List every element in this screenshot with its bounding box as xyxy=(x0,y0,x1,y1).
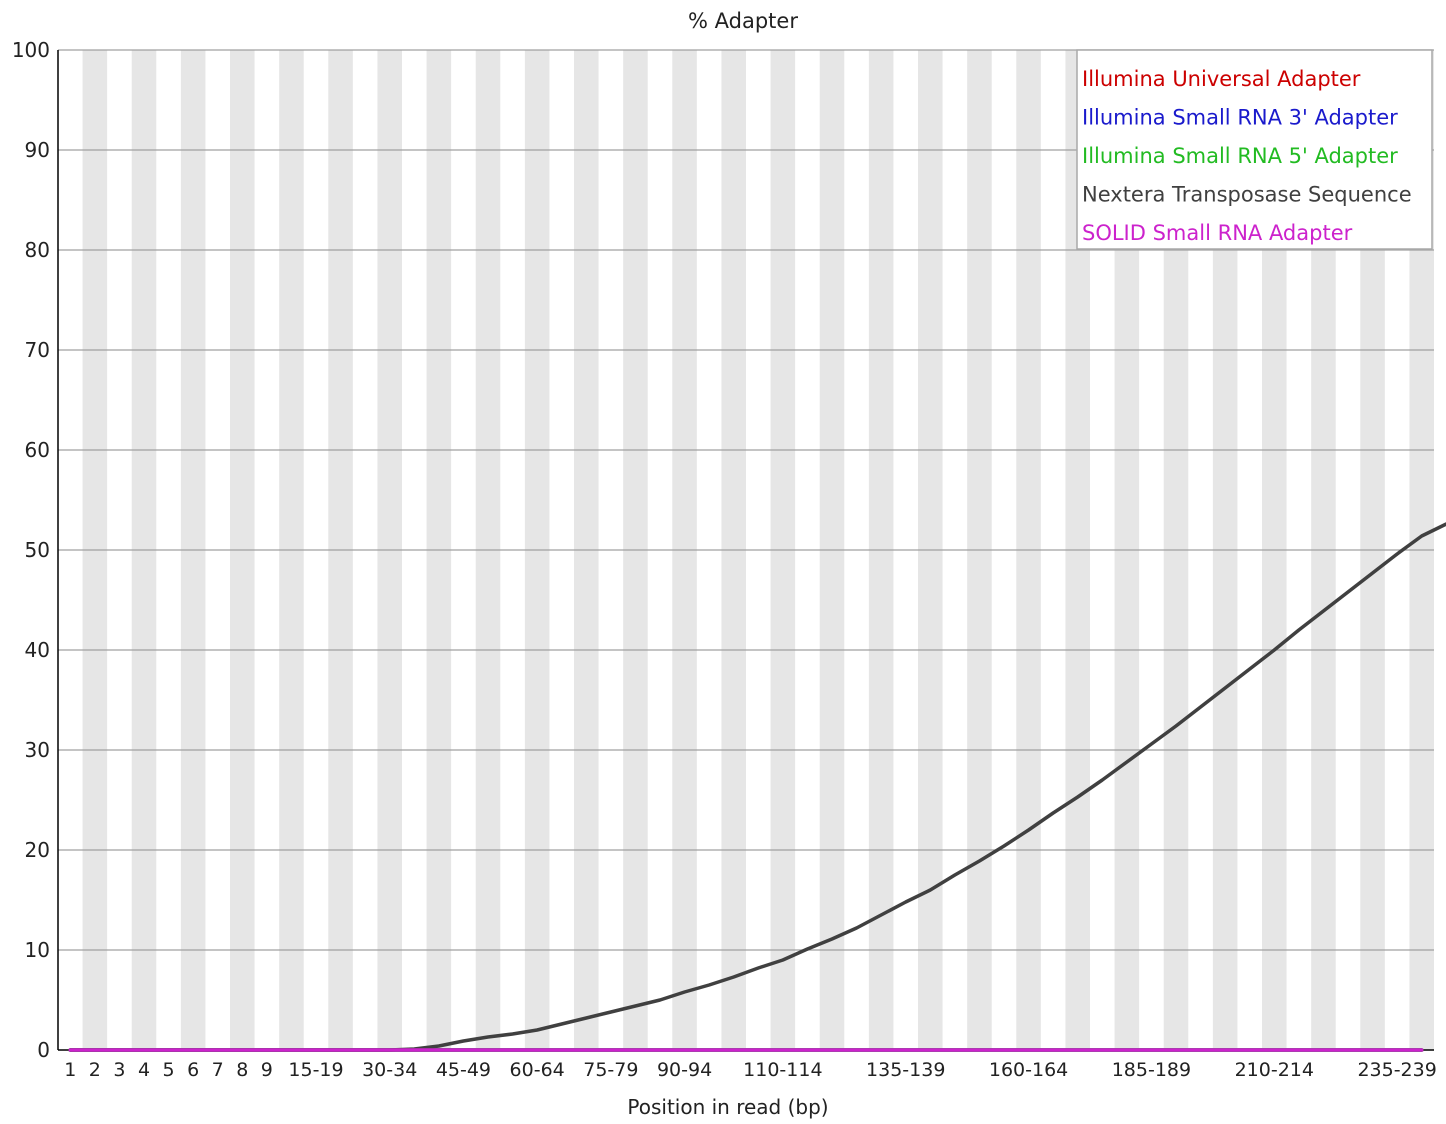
legend-entry: Nextera Transposase Sequence xyxy=(1082,183,1412,207)
x-axis-label: Position in read (bp) xyxy=(627,1095,828,1119)
x-tick-label: 1 xyxy=(64,1059,76,1081)
nextera-transposase-sequence-line xyxy=(68,522,1446,1052)
x-tick-label: 5 xyxy=(163,1059,175,1081)
x-tick-label: 210-214 xyxy=(1235,1059,1314,1081)
legend-entry: SOLID Small RNA Adapter xyxy=(1082,221,1353,245)
y-tick-label: 60 xyxy=(25,438,50,462)
y-tick-label: 100 xyxy=(12,38,50,62)
x-tick-label: 7 xyxy=(212,1059,224,1081)
y-tick-label: 10 xyxy=(25,938,50,962)
x-tick-label: 30-34 xyxy=(362,1059,417,1081)
x-tick-label: 110-114 xyxy=(743,1059,822,1081)
x-tick-label: 235-239 xyxy=(1357,1059,1436,1081)
x-tick-label: 9 xyxy=(261,1059,273,1081)
y-tick-label: 90 xyxy=(25,138,50,162)
chart-title: % Adapter xyxy=(688,9,798,33)
x-tick-label: 185-189 xyxy=(1112,1059,1191,1081)
x-tick-label: 3 xyxy=(113,1059,125,1081)
x-tick-label: 2 xyxy=(89,1059,101,1081)
x-tick-label: 8 xyxy=(236,1059,248,1081)
x-axis-ticks: 1 2 3 4 5 6 7 8 9 15-19 30-34 45-49 60-64 75-79 90-94 1… xyxy=(64,1059,1437,1081)
x-tick-label: 6 xyxy=(187,1059,199,1081)
x-tick-label: 75-79 xyxy=(583,1059,638,1081)
y-tick-label: 0 xyxy=(37,1038,50,1062)
legend-entry: Illumina Small RNA 3' Adapter xyxy=(1082,106,1398,130)
series-lines xyxy=(68,522,1446,1052)
y-tick-label: 30 xyxy=(25,738,50,762)
y-tick-label: 50 xyxy=(25,538,50,562)
x-tick-label: 4 xyxy=(138,1059,150,1081)
y-tick-label: 70 xyxy=(25,338,50,362)
x-tick-label: 15-19 xyxy=(288,1059,343,1081)
gridlines xyxy=(58,49,1434,951)
y-tick-label: 80 xyxy=(25,238,50,262)
legend-entry: Illumina Universal Adapter xyxy=(1082,67,1361,91)
x-tick-label: 45-49 xyxy=(436,1059,491,1081)
y-tick-label: 20 xyxy=(25,838,50,862)
y-axis-ticks: 0 10 20 30 40 50 60 70 80 90 100 xyxy=(12,38,50,1062)
legend: Illumina Universal Adapter Illumina Small… xyxy=(1076,49,1433,250)
x-tick-label: 60-64 xyxy=(510,1059,565,1081)
y-tick-label: 40 xyxy=(25,638,50,662)
x-tick-label: 160-164 xyxy=(989,1059,1068,1081)
legend-entry: Illumina Small RNA 5' Adapter xyxy=(1082,144,1398,168)
x-tick-label: 90-94 xyxy=(657,1059,712,1081)
x-tick-label: 135-139 xyxy=(866,1059,945,1081)
legend-box xyxy=(1076,49,1433,250)
